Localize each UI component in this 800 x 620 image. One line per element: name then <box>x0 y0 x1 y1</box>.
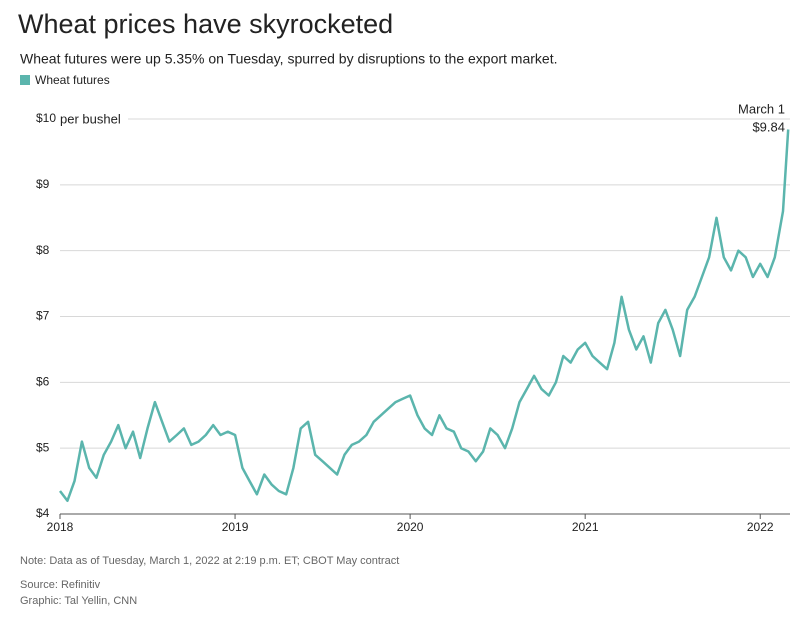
x-tick-label: 2021 <box>572 520 599 534</box>
chart-title: Wheat prices have skyrocketed <box>18 9 393 39</box>
source: Source: Refinitiv <box>20 579 101 591</box>
x-tick-label: 2020 <box>397 520 424 534</box>
annotation-value: $9.84 <box>752 119 785 134</box>
legend-swatch <box>20 75 30 85</box>
y-tick-label: $6 <box>36 375 50 389</box>
note: Note: Data as of Tuesday, March 1, 2022 … <box>20 555 399 567</box>
annotation-text: March 1 <box>738 101 785 116</box>
line-series <box>59 129 790 503</box>
x-tick-label: 2018 <box>47 520 74 534</box>
y-tick-label: $9 <box>36 177 50 191</box>
legend-label: Wheat futures <box>35 73 110 87</box>
credit: Graphic: Tal Yellin, CNN <box>20 595 137 607</box>
y-tick-label: $7 <box>36 309 50 323</box>
y-tick-label: $8 <box>36 243 50 257</box>
x-tick-label: 2019 <box>222 520 249 534</box>
y-tick-label: $4 <box>36 506 50 520</box>
y-unit: per bushel <box>60 111 121 126</box>
x-tick-label: 2022 <box>747 520 774 534</box>
y-tick-label: $10 <box>36 111 56 125</box>
chart-subtitle: Wheat futures were up 5.35% on Tuesday, … <box>20 51 557 67</box>
y-tick-label: $5 <box>36 440 50 454</box>
